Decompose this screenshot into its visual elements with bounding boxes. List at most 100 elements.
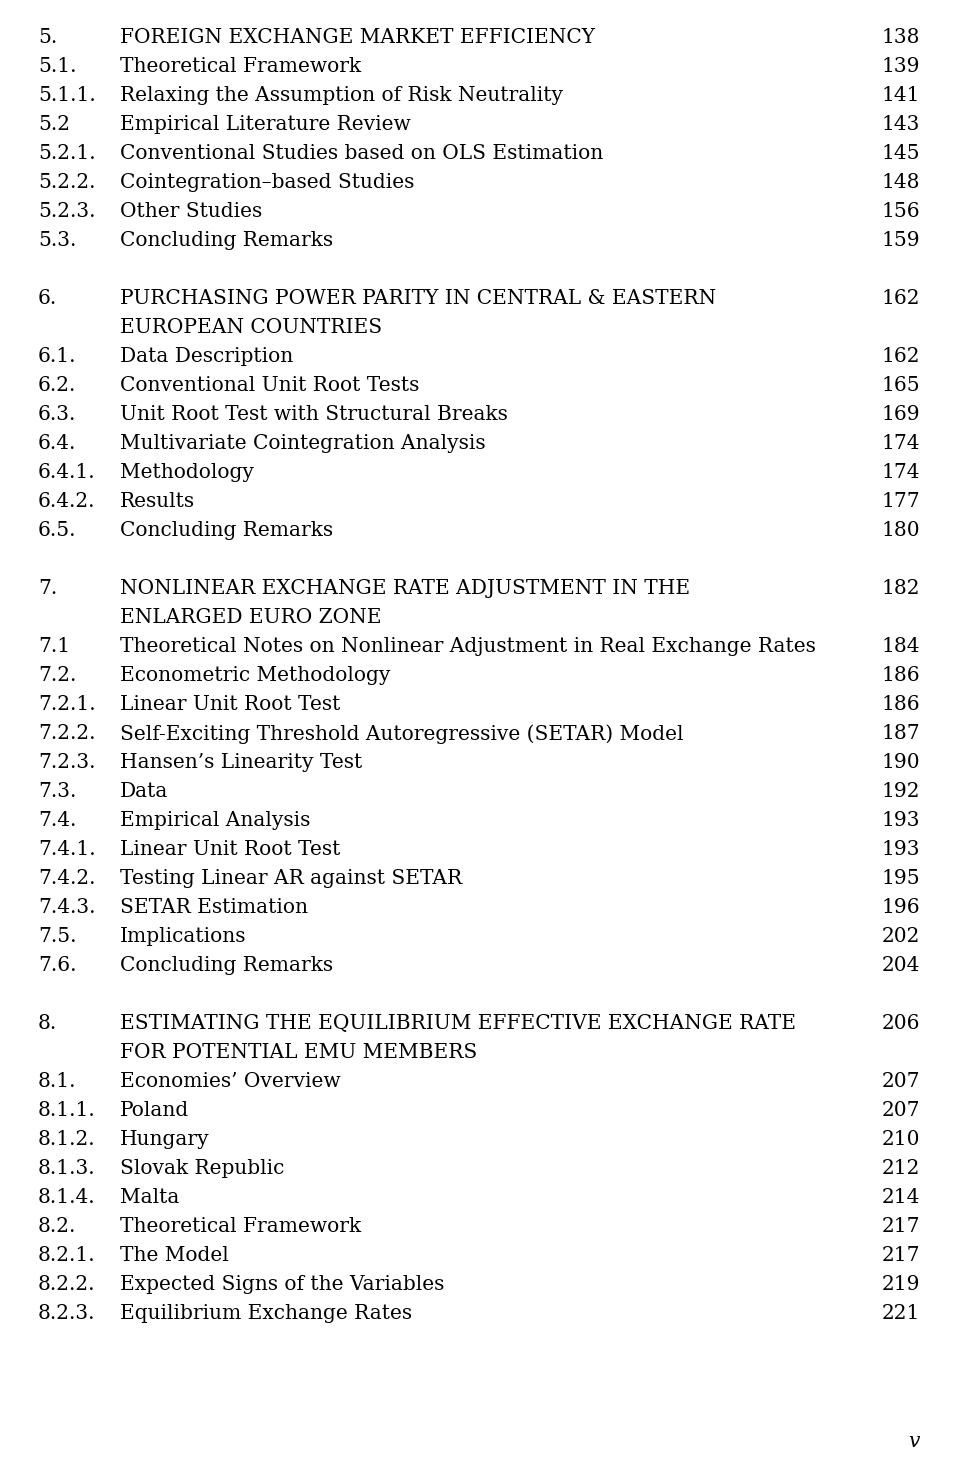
Text: 7.2.2.: 7.2.2.	[38, 724, 95, 743]
Text: 8.1.: 8.1.	[38, 1072, 77, 1091]
Text: 7.3.: 7.3.	[38, 782, 77, 801]
Text: 162: 162	[881, 347, 920, 366]
Text: 7.1: 7.1	[38, 637, 70, 656]
Text: 8.1.4.: 8.1.4.	[38, 1188, 96, 1207]
Text: 141: 141	[881, 86, 920, 105]
Text: Empirical Literature Review: Empirical Literature Review	[120, 116, 411, 133]
Text: Concluding Remarks: Concluding Remarks	[120, 521, 333, 541]
Text: Hansen’s Linearity Test: Hansen’s Linearity Test	[120, 752, 362, 772]
Text: Data Description: Data Description	[120, 347, 293, 366]
Text: 7.2.: 7.2.	[38, 666, 77, 686]
Text: 5.: 5.	[38, 28, 58, 47]
Text: Unit Root Test with Structural Breaks: Unit Root Test with Structural Breaks	[120, 404, 508, 424]
Text: Expected Signs of the Variables: Expected Signs of the Variables	[120, 1275, 444, 1294]
Text: 5.2.3.: 5.2.3.	[38, 201, 95, 221]
Text: 190: 190	[881, 752, 920, 772]
Text: 214: 214	[881, 1188, 920, 1207]
Text: 174: 174	[881, 434, 920, 453]
Text: PURCHASING POWER PARITY IN CENTRAL & EASTERN: PURCHASING POWER PARITY IN CENTRAL & EAS…	[120, 289, 716, 308]
Text: 195: 195	[881, 869, 920, 889]
Text: 204: 204	[881, 957, 920, 974]
Text: 221: 221	[881, 1303, 920, 1323]
Text: Self-Exciting Threshold Autoregressive (SETAR) Model: Self-Exciting Threshold Autoregressive (…	[120, 724, 684, 743]
Text: 187: 187	[881, 724, 920, 743]
Text: 7.6.: 7.6.	[38, 957, 77, 974]
Text: 207: 207	[881, 1100, 920, 1120]
Text: 184: 184	[881, 637, 920, 656]
Text: 6.4.2.: 6.4.2.	[38, 492, 95, 511]
Text: Linear Unit Root Test: Linear Unit Root Test	[120, 840, 341, 859]
Text: Methodology: Methodology	[120, 464, 253, 481]
Text: 138: 138	[881, 28, 920, 47]
Text: 8.1.2.: 8.1.2.	[38, 1130, 96, 1149]
Text: 7.4.: 7.4.	[38, 812, 77, 829]
Text: v: v	[908, 1432, 920, 1451]
Text: Economies’ Overview: Economies’ Overview	[120, 1072, 341, 1091]
Text: 162: 162	[881, 289, 920, 308]
Text: 206: 206	[881, 1014, 920, 1034]
Text: 193: 193	[881, 840, 920, 859]
Text: 7.4.1.: 7.4.1.	[38, 840, 96, 859]
Text: 196: 196	[881, 897, 920, 917]
Text: Results: Results	[120, 492, 195, 511]
Text: ESTIMATING THE EQUILIBRIUM EFFECTIVE EXCHANGE RATE: ESTIMATING THE EQUILIBRIUM EFFECTIVE EXC…	[120, 1014, 796, 1034]
Text: SETAR Estimation: SETAR Estimation	[120, 897, 308, 917]
Text: 5.2.1.: 5.2.1.	[38, 144, 96, 163]
Text: 186: 186	[881, 695, 920, 714]
Text: Theoretical Framework: Theoretical Framework	[120, 56, 361, 76]
Text: 193: 193	[881, 812, 920, 829]
Text: 6.: 6.	[38, 289, 58, 308]
Text: 207: 207	[881, 1072, 920, 1091]
Text: 7.4.2.: 7.4.2.	[38, 869, 95, 889]
Text: EUROPEAN COUNTRIES: EUROPEAN COUNTRIES	[120, 318, 382, 338]
Text: 7.: 7.	[38, 579, 58, 598]
Text: 180: 180	[881, 521, 920, 541]
Text: 6.1.: 6.1.	[38, 347, 77, 366]
Text: The Model: The Model	[120, 1246, 228, 1265]
Text: 217: 217	[881, 1217, 920, 1237]
Text: 5.2.2.: 5.2.2.	[38, 173, 95, 193]
Text: 156: 156	[881, 201, 920, 221]
Text: Malta: Malta	[120, 1188, 180, 1207]
Text: 202: 202	[881, 927, 920, 946]
Text: 5.3.: 5.3.	[38, 231, 77, 250]
Text: 6.5.: 6.5.	[38, 521, 77, 541]
Text: 174: 174	[881, 464, 920, 481]
Text: Hungary: Hungary	[120, 1130, 209, 1149]
Text: 8.2.: 8.2.	[38, 1217, 77, 1237]
Text: 7.5.: 7.5.	[38, 927, 77, 946]
Text: 212: 212	[881, 1160, 920, 1177]
Text: 219: 219	[881, 1275, 920, 1294]
Text: Other Studies: Other Studies	[120, 201, 262, 221]
Text: 192: 192	[881, 782, 920, 801]
Text: 5.2: 5.2	[38, 116, 70, 133]
Text: 7.2.1.: 7.2.1.	[38, 695, 96, 714]
Text: Econometric Methodology: Econometric Methodology	[120, 666, 391, 686]
Text: 8.1.1.: 8.1.1.	[38, 1100, 96, 1120]
Text: 7.2.3.: 7.2.3.	[38, 752, 95, 772]
Text: 8.2.1.: 8.2.1.	[38, 1246, 96, 1265]
Text: ENLARGED EURO ZONE: ENLARGED EURO ZONE	[120, 609, 381, 626]
Text: Theoretical Notes on Nonlinear Adjustment in Real Exchange Rates: Theoretical Notes on Nonlinear Adjustmen…	[120, 637, 816, 656]
Text: Empirical Analysis: Empirical Analysis	[120, 812, 310, 829]
Text: Cointegration–based Studies: Cointegration–based Studies	[120, 173, 415, 193]
Text: 143: 143	[881, 116, 920, 133]
Text: 177: 177	[881, 492, 920, 511]
Text: 148: 148	[881, 173, 920, 193]
Text: 169: 169	[881, 404, 920, 424]
Text: 159: 159	[881, 231, 920, 250]
Text: Linear Unit Root Test: Linear Unit Root Test	[120, 695, 341, 714]
Text: Testing Linear AR against SETAR: Testing Linear AR against SETAR	[120, 869, 462, 889]
Text: 8.2.3.: 8.2.3.	[38, 1303, 95, 1323]
Text: FOREIGN EXCHANGE MARKET EFFICIENCY: FOREIGN EXCHANGE MARKET EFFICIENCY	[120, 28, 595, 47]
Text: 8.: 8.	[38, 1014, 58, 1034]
Text: Slovak Republic: Slovak Republic	[120, 1160, 284, 1177]
Text: 182: 182	[881, 579, 920, 598]
Text: Concluding Remarks: Concluding Remarks	[120, 957, 333, 974]
Text: 217: 217	[881, 1246, 920, 1265]
Text: 210: 210	[881, 1130, 920, 1149]
Text: Implications: Implications	[120, 927, 247, 946]
Text: 186: 186	[881, 666, 920, 686]
Text: 139: 139	[881, 56, 920, 76]
Text: Equilibrium Exchange Rates: Equilibrium Exchange Rates	[120, 1303, 412, 1323]
